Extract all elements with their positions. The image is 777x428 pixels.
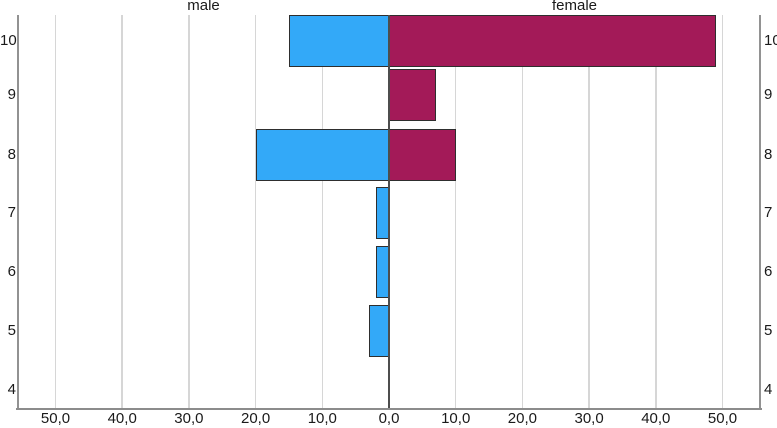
gridline bbox=[188, 15, 190, 408]
x-tick-label: 10,0 bbox=[307, 410, 337, 427]
bar-male-6 bbox=[375, 246, 389, 298]
x-tick-label: 40,0 bbox=[107, 410, 137, 427]
category-label-right-8: 8 bbox=[764, 146, 773, 163]
gridline bbox=[655, 15, 657, 408]
x-tick-label: 10,0 bbox=[441, 410, 471, 427]
gridline bbox=[454, 15, 457, 408]
category-label-right-10: 10 bbox=[764, 32, 777, 49]
category-label-right-6: 6 bbox=[764, 263, 773, 280]
category-label-left-6: 6 bbox=[7, 263, 16, 280]
gridline bbox=[321, 15, 324, 408]
gridline bbox=[588, 15, 590, 408]
category-label-left-5: 5 bbox=[7, 322, 16, 339]
right-panel-title: female bbox=[551, 0, 598, 14]
bar-female-9 bbox=[389, 69, 436, 121]
category-label-left-4: 4 bbox=[7, 381, 16, 398]
category-label-left-9: 9 bbox=[7, 86, 16, 103]
x-tick-label: 30,0 bbox=[174, 410, 204, 427]
x-tick-label: 50,0 bbox=[40, 410, 71, 427]
x-tick-label: 40,0 bbox=[641, 410, 671, 427]
x-tick-label: 50,0 bbox=[707, 410, 738, 427]
left-panel-title: male bbox=[187, 0, 220, 14]
gridline bbox=[721, 15, 724, 408]
category-label-right-7: 7 bbox=[764, 204, 773, 221]
category-label-right-9: 9 bbox=[764, 86, 773, 103]
category-label-right-5: 5 bbox=[764, 322, 773, 339]
bar-female-10 bbox=[389, 15, 716, 67]
x-tick-label: 30,0 bbox=[574, 410, 604, 427]
x-axis-line bbox=[16, 408, 762, 410]
x-tick-label: 20,0 bbox=[507, 410, 537, 427]
bar-male-5 bbox=[368, 305, 389, 357]
bar-male-8 bbox=[255, 129, 389, 181]
y-axis-line-left bbox=[17, 15, 19, 408]
bar-male-10 bbox=[288, 15, 389, 67]
x-tick-label: 20,0 bbox=[240, 410, 271, 427]
y-axis-line-right bbox=[759, 15, 761, 408]
gridline bbox=[521, 15, 524, 408]
gridline bbox=[54, 15, 57, 408]
category-label-left-10: 10 bbox=[0, 32, 17, 49]
bar-female-8 bbox=[389, 129, 456, 181]
zero-baseline bbox=[388, 15, 390, 408]
category-label-left-8: 8 bbox=[7, 146, 16, 163]
category-label-right-4: 4 bbox=[764, 381, 773, 398]
x-tick-label: 0,0 bbox=[378, 410, 400, 427]
category-label-left-7: 7 bbox=[7, 204, 16, 221]
bar-male-7 bbox=[375, 187, 389, 239]
gridline bbox=[254, 15, 257, 408]
gridline bbox=[121, 15, 123, 408]
